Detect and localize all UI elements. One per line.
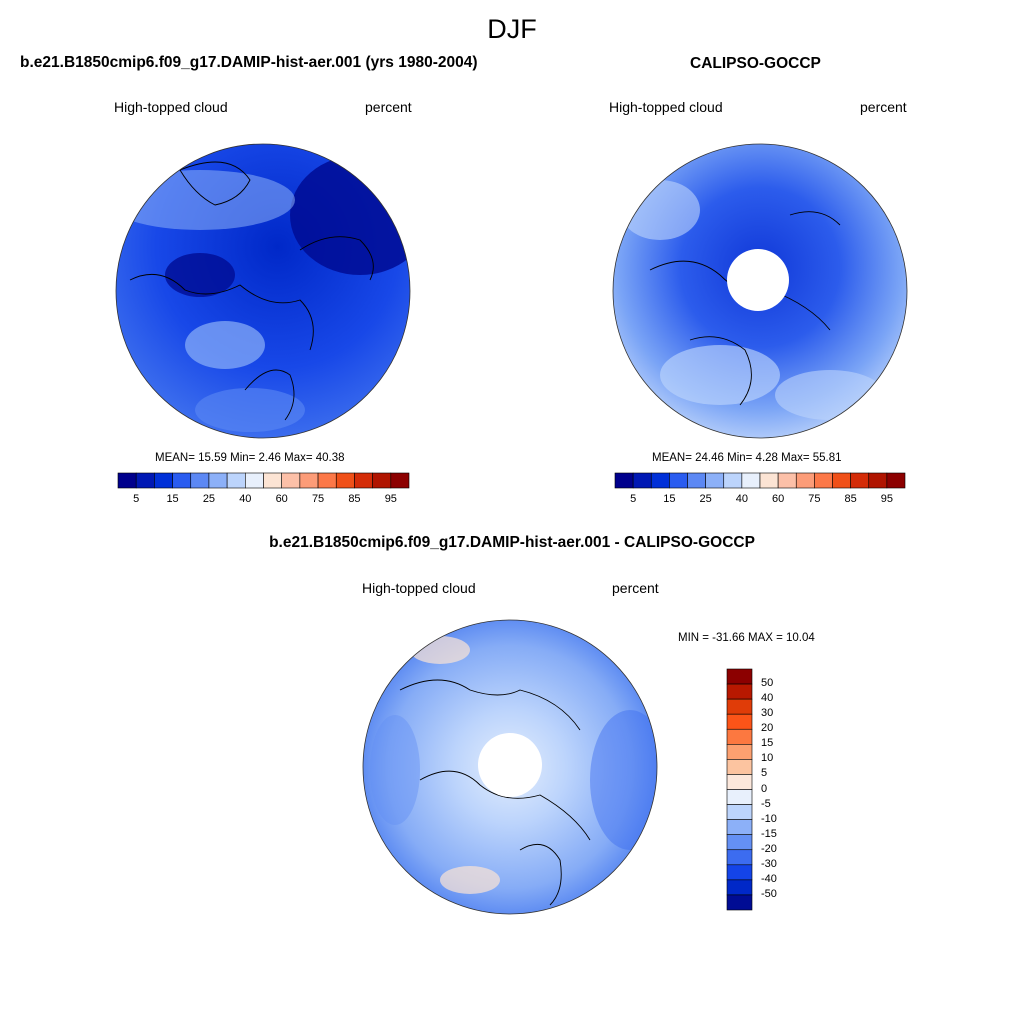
obs-map (612, 143, 908, 439)
obs-colorbar-cell (687, 472, 706, 489)
diff-colorbar-tick-label: 0 (761, 782, 768, 795)
model-colorbar-cell (245, 472, 264, 489)
model-colorbar-tick-label: 95 (384, 493, 397, 505)
model-colorbar-tick-label: 75 (311, 493, 325, 505)
obs-colorbar-cell (650, 472, 670, 489)
obs-colorbar-cell (632, 472, 652, 489)
obs-colorbar-tick-label: 75 (808, 493, 821, 505)
model-colorbar-cell (154, 472, 173, 489)
diff-map (362, 619, 658, 915)
model-colorbar-cell (208, 472, 228, 489)
model-colorbar-tick-label: 40 (239, 493, 252, 505)
diff-colorbar-cell (726, 864, 753, 881)
model-colorbar-cell (354, 472, 373, 489)
model-colorbar-tick-label: 5 (133, 493, 140, 505)
model-colorbar-cell (226, 472, 246, 489)
model-colorbar-tick-label: 25 (202, 493, 216, 505)
diff-colorbar-tick-label: -30 (761, 857, 777, 870)
obs-colorbar-cell (705, 472, 725, 489)
model-colorbar-cell (317, 472, 337, 489)
obs-colorbar-tick-label: 15 (663, 493, 676, 505)
model-variable-label: High-topped cloud (114, 99, 228, 115)
obs-colorbar-tick-label: 60 (772, 493, 785, 505)
obs-colorbar-cell (614, 472, 634, 489)
obs-colorbar-cell (669, 472, 688, 489)
diff-colorbar-cell (726, 713, 753, 730)
diff-colorbar-cell (726, 774, 753, 790)
obs-stats: MEAN= 24.46 Min= 4.28 Max= 55.81 (652, 452, 842, 464)
obs-colorbar-tick-label: 5 (630, 493, 637, 505)
obs-colorbar-cell (850, 472, 870, 489)
obs-colorbar-tick-label: 95 (880, 493, 893, 505)
model-colorbar-cell (135, 472, 155, 489)
diff-colorbar-tick-label: 10 (761, 752, 774, 765)
diff-colorbar-cell (726, 834, 753, 851)
diff-colorbar-cell (726, 668, 753, 685)
model-colorbar-cell (390, 472, 410, 489)
diff-colorbar-tick-label: 40 (761, 692, 774, 705)
diff-colorbar-cell (726, 819, 753, 835)
diff-colorbar (726, 668, 753, 911)
model-colorbar-cell (172, 472, 192, 489)
model-colorbar-cell (372, 472, 392, 489)
model-colorbar-tick-label: 15 (166, 493, 179, 505)
model-colorbar (117, 472, 410, 489)
model-map (115, 143, 411, 439)
model-colorbar-cell (281, 472, 301, 489)
model-panel-title: b.e21.B1850cmip6.f09_g17.DAMIP-hist-aer.… (20, 54, 478, 71)
diff-colorbar-tick-label: 30 (761, 707, 774, 720)
obs-colorbar-tick-label: 85 (844, 493, 857, 505)
diff-colorbar-cell (726, 804, 753, 820)
diff-colorbar-cell (726, 728, 753, 745)
model-colorbar-cell (299, 472, 319, 489)
diff-colorbar-cell (726, 789, 753, 805)
diff-colorbar-tick-label: -5 (761, 797, 771, 810)
diff-colorbar-cell (726, 759, 753, 775)
diff-colorbar-cell (726, 698, 753, 715)
model-colorbar-cell (335, 472, 355, 489)
diff-colorbar-tick-label: 15 (761, 737, 774, 750)
obs-colorbar-cell (741, 472, 761, 489)
diff-colorbar-cell (726, 879, 753, 896)
diff-colorbar-cell (726, 744, 753, 760)
diff-variable-label: High-topped cloud (362, 580, 476, 596)
diff-colorbar-cell (726, 894, 753, 911)
obs-colorbar-cell (832, 472, 851, 489)
obs-colorbar-cell (868, 472, 888, 489)
obs-colorbar (614, 472, 906, 489)
diff-stats: MIN = -31.66 MAX = 10.04 (678, 632, 815, 644)
model-colorbar-cell (263, 472, 282, 489)
diff-colorbar-tick-label: -20 (761, 842, 777, 855)
diff-panel-title: b.e21.B1850cmip6.f09_g17.DAMIP-hist-aer.… (269, 534, 755, 551)
figure-title: DJF (487, 14, 537, 44)
obs-colorbar-cell (759, 472, 779, 489)
diff-colorbar-cell (726, 849, 753, 866)
obs-colorbar-cell (814, 472, 833, 489)
diff-colorbar-tick-label: -10 (761, 812, 777, 825)
obs-colorbar-cell (795, 472, 815, 489)
diff-colorbar-tick-label: -50 (761, 887, 777, 900)
obs-colorbar-cell (777, 472, 797, 489)
model-colorbar-tick-label: 85 (348, 493, 361, 505)
diff-colorbar-tick-label: 5 (761, 767, 768, 780)
diff-units-label: percent (612, 580, 659, 596)
model-colorbar-cell (117, 472, 137, 489)
diff-colorbar-tick-label: 50 (761, 677, 774, 690)
obs-units-label: percent (860, 99, 907, 115)
diff-colorbar-tick-label: -40 (761, 872, 777, 885)
obs-colorbar-cell (723, 472, 743, 489)
model-colorbar-cell (190, 472, 210, 489)
model-colorbar-tick-label: 60 (275, 493, 288, 505)
diff-colorbar-tick-label: 20 (761, 722, 774, 735)
obs-variable-label: High-topped cloud (609, 99, 723, 115)
model-units-label: percent (365, 99, 412, 115)
obs-colorbar-tick-label: 25 (699, 493, 712, 505)
obs-panel-title: CALIPSO-GOCCP (690, 55, 821, 72)
diff-colorbar-tick-label: -15 (761, 827, 777, 840)
obs-colorbar-cell (886, 472, 906, 489)
obs-colorbar-tick-label: 40 (735, 493, 748, 505)
diff-colorbar-cell (726, 683, 753, 700)
model-stats: MEAN= 15.59 Min= 2.46 Max= 40.38 (155, 452, 345, 464)
